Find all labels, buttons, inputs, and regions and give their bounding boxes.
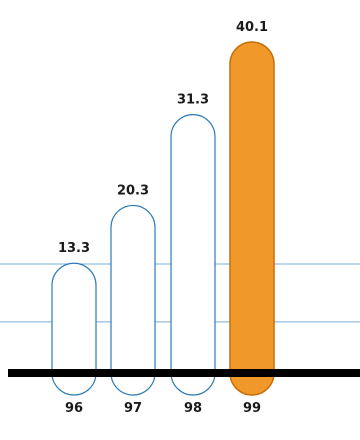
value-labels: 13.3 20.3 31.3 40.1 [58, 20, 268, 256]
bar-97 [110, 204, 156, 396]
value-label-98: 31.3 [177, 93, 209, 108]
bar-99 [229, 41, 275, 396]
tick-label-99: 99 [243, 401, 261, 416]
tick-label-97: 97 [124, 401, 142, 416]
tick-label-98: 98 [184, 401, 202, 416]
bar-98 [170, 114, 216, 396]
tick-label-96: 96 [65, 401, 83, 416]
value-label-99: 40.1 [236, 20, 268, 35]
bar-96 [51, 262, 97, 396]
value-label-96: 13.3 [58, 241, 90, 256]
x-tick-labels: 96 97 98 99 [65, 401, 261, 416]
bars [51, 41, 275, 396]
value-label-97: 20.3 [117, 183, 149, 198]
